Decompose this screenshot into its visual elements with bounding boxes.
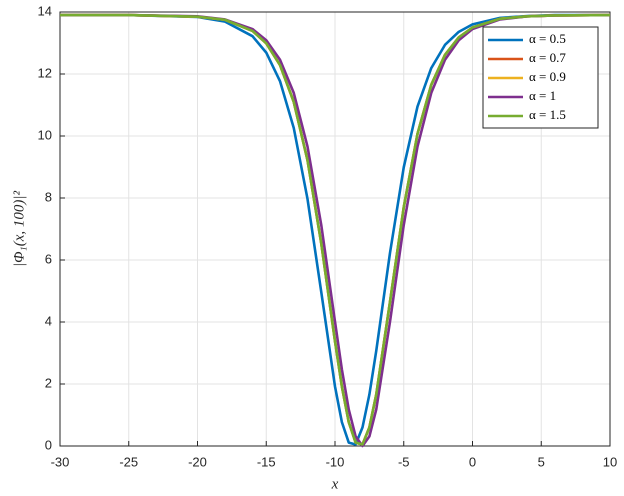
y-axis-label: |Φ₁(x, 100)|² <box>11 190 27 267</box>
x-tick-label: -20 <box>188 454 207 469</box>
plot-frame <box>59 11 611 447</box>
y-tick-label: 10 <box>38 127 52 142</box>
x-tick-label: -30 <box>51 454 70 469</box>
legend-label: α = 1 <box>529 88 556 103</box>
x-tick-label: 5 <box>538 454 545 469</box>
series-line <box>60 13 611 448</box>
x-tick-label: 10 <box>603 454 617 469</box>
x-axis-label: x <box>331 476 339 492</box>
y-tick-label: 2 <box>45 375 52 390</box>
series-line <box>60 13 610 446</box>
legend-label: α = 0.5 <box>529 31 566 46</box>
x-tick-label: -10 <box>326 454 345 469</box>
y-tick-label: 12 <box>38 65 52 80</box>
legend-label: α = 0.7 <box>529 50 566 65</box>
y-tick-label: 4 <box>45 313 52 328</box>
x-tick-label: -5 <box>398 454 410 469</box>
y-tick-label: 0 <box>45 437 52 452</box>
x-tick-label: -15 <box>257 454 276 469</box>
x-tick-label: 0 <box>469 454 476 469</box>
y-tick-label: 6 <box>45 251 52 266</box>
series-line <box>60 13 611 446</box>
legend-label: α = 1.5 <box>529 107 566 122</box>
legend-label: α = 0.9 <box>529 69 566 84</box>
x-tick-label: -25 <box>119 454 138 469</box>
y-tick-label: 8 <box>45 189 52 204</box>
y-tick-label: 14 <box>38 3 52 18</box>
